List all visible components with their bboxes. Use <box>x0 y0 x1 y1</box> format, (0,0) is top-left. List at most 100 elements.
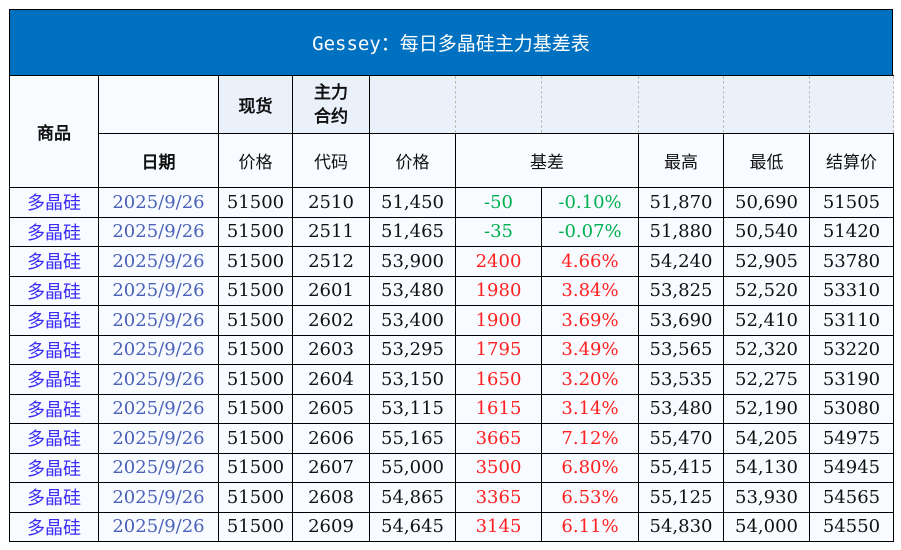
table-row: 多晶硅 2025/9/26 51500 2510 51,450 -50 -0.10% 51,8… <box>9 187 894 218</box>
cell-basis: 3145 <box>455 511 542 542</box>
cell-date: 2025/9/26 <box>98 305 219 336</box>
table-row: 多晶硅 2025/9/26 51500 2608 54,865 3365 6.53% 55,1… <box>9 482 894 513</box>
header-blank <box>723 75 810 134</box>
cell-pct: 3.69% <box>541 305 639 336</box>
cell-product: 多晶硅 <box>9 364 99 395</box>
cell-product: 多晶硅 <box>9 393 99 424</box>
cell-date: 2025/9/26 <box>98 275 219 306</box>
cell-spot: 51500 <box>218 364 293 395</box>
cell-date: 2025/9/26 <box>98 393 219 424</box>
cell-settle: 54550 <box>809 511 894 542</box>
cell-date: 2025/9/26 <box>98 423 219 454</box>
cell-low: 52,905 <box>723 246 810 277</box>
cell-date: 2025/9/26 <box>98 511 219 542</box>
cell-settle: 54565 <box>809 482 894 513</box>
cell-high: 54,240 <box>638 246 724 277</box>
table-row: 多晶硅 2025/9/26 51500 2601 53,480 1980 3.84% 53,8… <box>9 275 894 306</box>
table-row: 多晶硅 2025/9/26 51500 2605 53,115 1615 3.14% 53,4… <box>9 393 894 424</box>
cell-basis: 1650 <box>455 364 542 395</box>
cell-code: 2607 <box>292 452 370 483</box>
cell-low: 52,190 <box>723 393 810 424</box>
cell-product: 多晶硅 <box>9 305 99 336</box>
cell-high: 51,880 <box>638 216 724 247</box>
cell-product: 多晶硅 <box>9 216 99 247</box>
cell-high: 53,535 <box>638 364 724 395</box>
cell-low: 53,930 <box>723 482 810 513</box>
cell-pct: 3.49% <box>541 334 639 365</box>
cell-low: 54,205 <box>723 423 810 454</box>
cell-product: 多晶硅 <box>9 511 99 542</box>
cell-code: 2609 <box>292 511 370 542</box>
cell-product: 多晶硅 <box>9 334 99 365</box>
cell-price: 55,165 <box>369 423 456 454</box>
cell-code: 2606 <box>292 423 370 454</box>
cell-high: 55,415 <box>638 452 724 483</box>
cell-high: 54,830 <box>638 511 724 542</box>
header-empty <box>98 75 219 134</box>
cell-product: 多晶硅 <box>9 452 99 483</box>
cell-settle: 53190 <box>809 364 894 395</box>
cell-settle: 51420 <box>809 216 894 247</box>
cell-spot: 51500 <box>218 423 293 454</box>
cell-settle: 53080 <box>809 393 894 424</box>
cell-low: 50,690 <box>723 187 810 218</box>
cell-date: 2025/9/26 <box>98 452 219 483</box>
cell-low: 54,130 <box>723 452 810 483</box>
table-row: 多晶硅 2025/9/26 51500 2602 53,400 1900 3.69% 53,6… <box>9 305 894 336</box>
cell-code: 2510 <box>292 187 370 218</box>
cell-price: 54,645 <box>369 511 456 542</box>
cell-pct: 4.66% <box>541 246 639 277</box>
cell-high: 53,480 <box>638 393 724 424</box>
cell-high: 53,690 <box>638 305 724 336</box>
cell-product: 多晶硅 <box>9 423 99 454</box>
cell-spot: 51500 <box>218 305 293 336</box>
header-price: 价格 <box>369 133 456 188</box>
cell-pct: 6.53% <box>541 482 639 513</box>
header-basis: 基差 <box>455 133 639 188</box>
cell-basis: 3665 <box>455 423 542 454</box>
table-row: 多晶硅 2025/9/26 51500 2609 54,645 3145 6.11% 54,8… <box>9 511 894 542</box>
cell-settle: 53780 <box>809 246 894 277</box>
cell-price: 53,480 <box>369 275 456 306</box>
cell-spot: 51500 <box>218 511 293 542</box>
cell-spot: 51500 <box>218 334 293 365</box>
table-row: 多晶硅 2025/9/26 51500 2511 51,465 -35 -0.07% 51,8… <box>9 216 894 247</box>
cell-product: 多晶硅 <box>9 275 99 306</box>
cell-date: 2025/9/26 <box>98 482 219 513</box>
cell-basis: -50 <box>455 187 542 218</box>
cell-low: 52,520 <box>723 275 810 306</box>
cell-date: 2025/9/26 <box>98 216 219 247</box>
cell-date: 2025/9/26 <box>98 364 219 395</box>
cell-price: 53,900 <box>369 246 456 277</box>
cell-basis: 1900 <box>455 305 542 336</box>
cell-price: 54,865 <box>369 482 456 513</box>
cell-basis: 3365 <box>455 482 542 513</box>
header-low: 最低 <box>723 133 810 188</box>
cell-spot: 51500 <box>218 246 293 277</box>
cell-product: 多晶硅 <box>9 482 99 513</box>
cell-pct: -0.10% <box>541 187 639 218</box>
cell-price: 51,450 <box>369 187 456 218</box>
cell-settle: 53110 <box>809 305 894 336</box>
cell-basis: 1980 <box>455 275 542 306</box>
cell-date: 2025/9/26 <box>98 334 219 365</box>
cell-code: 2604 <box>292 364 370 395</box>
cell-code: 2512 <box>292 246 370 277</box>
cell-code: 2605 <box>292 393 370 424</box>
cell-low: 52,410 <box>723 305 810 336</box>
cell-low: 50,540 <box>723 216 810 247</box>
table-row: 多晶硅 2025/9/26 51500 2603 53,295 1795 3.49% 53,5… <box>9 334 894 365</box>
cell-date: 2025/9/26 <box>98 246 219 277</box>
cell-high: 55,470 <box>638 423 724 454</box>
header-code: 代码 <box>292 133 370 188</box>
table-row: 多晶硅 2025/9/26 51500 2606 55,165 3665 7.12% 55,4… <box>9 423 894 454</box>
cell-spot: 51500 <box>218 275 293 306</box>
cell-code: 2602 <box>292 305 370 336</box>
header-product: 商品 <box>9 75 99 188</box>
basis-table: 商品 现货 主力合约 日期 价格 代码 价格 基差 最高 最低 结算价 多晶硅 2… <box>9 75 894 542</box>
cell-low: 52,275 <box>723 364 810 395</box>
header-blank <box>541 75 639 134</box>
cell-basis: -35 <box>455 216 542 247</box>
cell-low: 54,000 <box>723 511 810 542</box>
cell-high: 55,125 <box>638 482 724 513</box>
